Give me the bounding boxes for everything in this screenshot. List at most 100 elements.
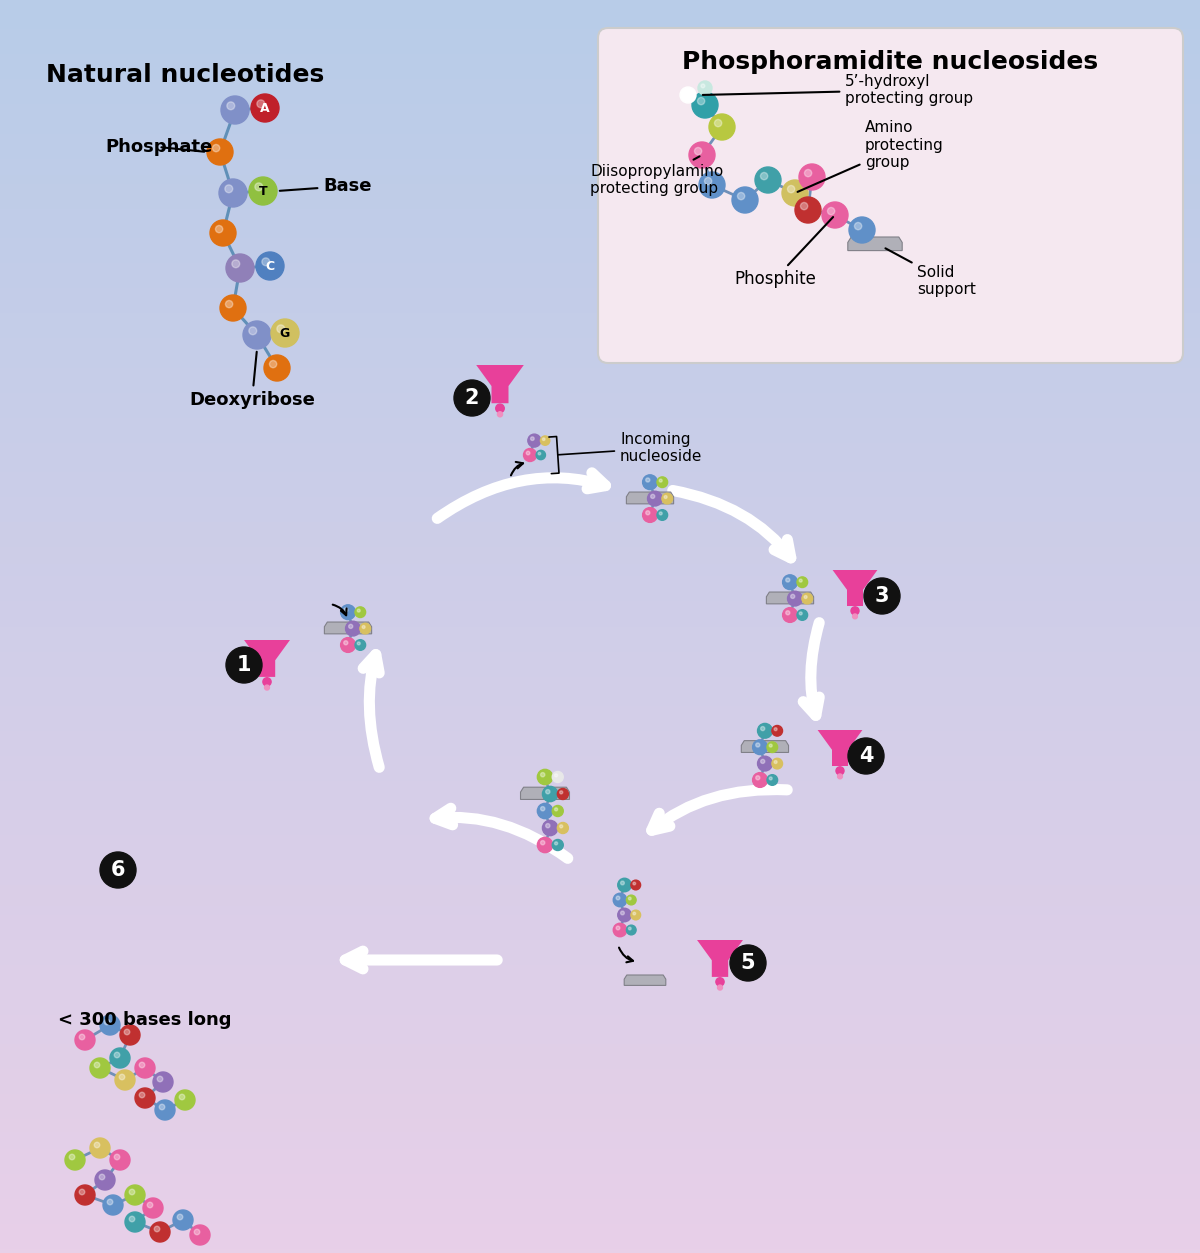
Circle shape [620,911,624,915]
Circle shape [538,803,553,818]
Circle shape [540,841,545,845]
Polygon shape [767,591,814,604]
Polygon shape [521,787,570,799]
Circle shape [271,320,299,347]
Circle shape [139,1063,145,1068]
Circle shape [542,821,558,836]
Circle shape [139,1093,145,1098]
Circle shape [358,642,360,645]
Circle shape [757,757,773,771]
Circle shape [546,823,550,828]
Circle shape [683,90,688,95]
Circle shape [346,621,360,637]
Circle shape [232,259,240,268]
Circle shape [629,927,631,930]
Circle shape [680,86,696,103]
Circle shape [730,945,766,981]
Circle shape [178,1214,182,1220]
Circle shape [554,808,558,811]
Circle shape [538,837,553,852]
Circle shape [546,789,550,794]
Circle shape [767,774,778,786]
Circle shape [559,824,563,828]
Circle shape [799,579,802,583]
Circle shape [70,1154,74,1160]
Polygon shape [848,237,902,251]
Circle shape [613,893,626,907]
Polygon shape [697,940,743,977]
Circle shape [756,776,760,779]
Circle shape [709,114,734,140]
Circle shape [852,614,857,619]
Circle shape [769,777,772,779]
Circle shape [250,177,277,205]
Circle shape [358,609,360,613]
Circle shape [769,744,772,747]
Circle shape [761,173,768,179]
FancyArrowPatch shape [673,490,791,558]
Circle shape [616,896,620,900]
Circle shape [616,926,620,930]
Text: G: G [280,327,290,340]
Circle shape [210,221,236,246]
Circle shape [698,81,712,95]
Text: Diisopropylamino
protecting group: Diisopropylamino protecting group [590,157,724,197]
Circle shape [242,321,271,350]
Circle shape [212,144,220,152]
Circle shape [103,1195,124,1215]
Circle shape [542,787,558,802]
Text: 1: 1 [236,655,251,675]
Text: 2: 2 [464,388,479,408]
Polygon shape [476,365,523,403]
Circle shape [179,1094,185,1100]
Circle shape [540,773,545,777]
Circle shape [540,436,550,445]
Circle shape [787,185,794,193]
Circle shape [631,910,641,920]
Circle shape [757,723,773,738]
Circle shape [782,575,797,590]
Circle shape [542,437,545,441]
Circle shape [538,452,541,455]
Circle shape [257,100,265,108]
Circle shape [173,1210,193,1230]
Circle shape [221,96,250,124]
Circle shape [224,185,233,193]
Circle shape [277,325,284,333]
Circle shape [349,624,353,629]
Circle shape [774,761,778,763]
Circle shape [782,180,808,205]
Circle shape [248,327,257,335]
Circle shape [194,1229,199,1234]
Circle shape [95,1063,100,1068]
Circle shape [643,475,658,490]
Circle shape [362,625,365,629]
Circle shape [160,1104,164,1110]
FancyBboxPatch shape [598,28,1183,363]
Circle shape [767,742,778,753]
Circle shape [632,882,636,885]
Circle shape [799,164,826,190]
Circle shape [662,494,672,504]
Circle shape [629,897,631,900]
Text: Deoxyribose: Deoxyribose [190,352,314,408]
Circle shape [802,593,812,604]
Circle shape [263,678,271,685]
Circle shape [797,576,808,588]
Text: Amino
protecting
group: Amino protecting group [798,120,943,192]
Text: 5’-hydroxyl
protecting group: 5’-hydroxyl protecting group [703,74,973,107]
FancyArrowPatch shape [652,789,787,831]
Circle shape [95,1170,115,1190]
Circle shape [74,1185,95,1205]
Circle shape [227,101,235,110]
Circle shape [695,148,702,154]
Circle shape [343,640,348,645]
Circle shape [557,822,569,833]
Circle shape [530,437,534,441]
Text: 5: 5 [740,954,755,974]
Circle shape [216,226,223,233]
Circle shape [226,301,233,308]
Circle shape [527,451,530,455]
Circle shape [130,1189,134,1195]
Circle shape [341,638,355,653]
